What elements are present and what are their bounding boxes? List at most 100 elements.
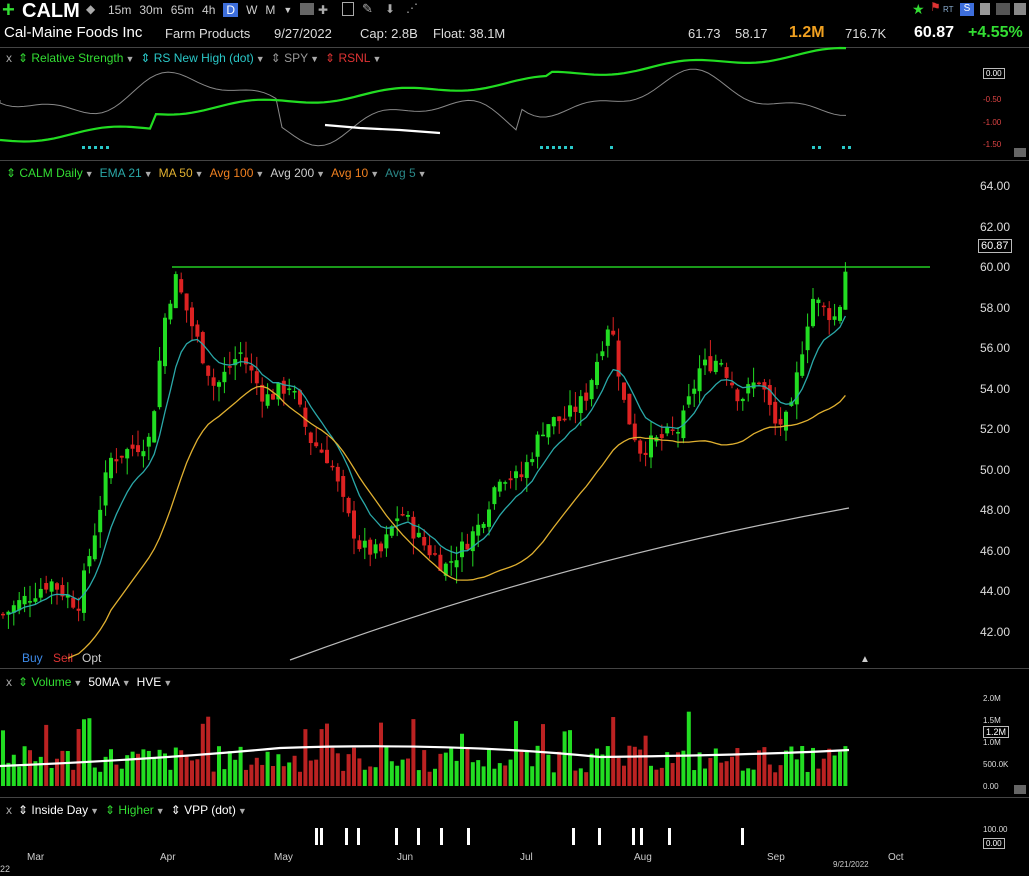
candle-body xyxy=(713,360,718,373)
volume-bar xyxy=(832,755,837,786)
rs-current-box: 0.00 xyxy=(983,68,1005,79)
sell-button[interactable]: Sell xyxy=(53,651,74,665)
volume-bar xyxy=(622,765,626,786)
legend-50ma[interactable]: 50MA ▼ xyxy=(88,675,131,689)
volume-bar xyxy=(357,758,362,786)
volume-bar xyxy=(65,751,70,786)
legend-calm-daily[interactable]: ⇕ CALM Daily ▼ xyxy=(6,166,94,180)
volume-bar xyxy=(119,768,124,786)
tf-monthly[interactable]: M xyxy=(265,3,276,17)
tool-icon-1[interactable] xyxy=(300,3,314,15)
timeframe-dropdown-icon[interactable]: ▼ xyxy=(283,5,293,15)
copy-icon[interactable] xyxy=(980,3,990,15)
candle-body xyxy=(551,417,556,427)
legend-inside-day[interactable]: ⇕ Inside Day ▼ xyxy=(18,803,100,817)
legend-avg100[interactable]: Avg 100 ▼ xyxy=(209,166,265,180)
candle-body xyxy=(49,581,54,592)
chart-type-icon[interactable]: ◆ xyxy=(86,2,96,16)
candle-body xyxy=(373,544,378,554)
candle-body xyxy=(427,545,432,556)
candle-body xyxy=(87,556,92,567)
candle-body xyxy=(638,440,643,454)
buy-button[interactable]: Buy xyxy=(22,651,43,665)
maximize-icon[interactable] xyxy=(1014,3,1026,15)
crosshair-icon[interactable]: ✚ xyxy=(318,3,329,17)
volume-tick: 2.0M xyxy=(983,694,1001,703)
candle-body xyxy=(578,396,583,414)
pattern-close-icon[interactable]: x xyxy=(6,803,12,817)
volume-bar xyxy=(190,760,194,786)
rs-close-icon[interactable]: x xyxy=(6,51,12,65)
volume-bar xyxy=(805,771,810,786)
month-label: Jul xyxy=(520,852,533,863)
symbol-title[interactable]: CALM xyxy=(22,0,80,22)
volume-today: 1.2M xyxy=(789,24,825,41)
candle-body xyxy=(454,560,459,568)
volume-bar xyxy=(670,763,675,786)
candle-body xyxy=(233,359,238,366)
candle-body xyxy=(168,303,173,320)
legend-volume[interactable]: ⇕ Volume ▼ xyxy=(18,675,83,689)
rs-legend-relative-strength[interactable]: ⇕ Relative Strength ▼ xyxy=(18,51,135,65)
tf-30m[interactable]: 30m xyxy=(139,3,163,17)
rs-new-high-dot xyxy=(552,146,555,149)
rs-legend-spy[interactable]: ⇕ SPY ▼ xyxy=(270,51,320,65)
legend-ema21[interactable]: EMA 21 ▼ xyxy=(99,166,153,180)
rs-white-segment xyxy=(324,123,441,135)
candle-body xyxy=(308,432,313,444)
candle-body xyxy=(1,613,5,616)
settings-icon[interactable]: S xyxy=(960,3,974,16)
calculator-icon[interactable] xyxy=(342,2,354,16)
volume-bar xyxy=(611,717,616,786)
export-icon[interactable]: ⬇ xyxy=(385,2,396,16)
options-button[interactable]: Opt xyxy=(82,651,102,665)
candle-body xyxy=(433,553,437,555)
volume-close-icon[interactable]: x xyxy=(6,675,12,689)
legend-vpp[interactable]: ⇕ VPP (dot) ▼ xyxy=(170,803,247,817)
tf-4h[interactable]: 4h xyxy=(202,3,216,17)
month-label: Aug xyxy=(634,852,652,863)
candle-body xyxy=(557,416,562,422)
scroll-up-icon[interactable]: ▲ xyxy=(860,654,870,665)
candle-body xyxy=(751,382,756,389)
candle-body xyxy=(281,380,286,394)
share-icon[interactable]: ⋰ xyxy=(406,1,418,15)
candle-body xyxy=(616,340,621,377)
tf-65m[interactable]: 65m xyxy=(170,3,195,17)
add-symbol-icon[interactable]: + xyxy=(2,0,15,22)
price-tick: 60.00 xyxy=(980,260,1011,274)
volume-bar xyxy=(109,749,113,786)
legend-higher[interactable]: ⇕ Higher ▼ xyxy=(105,803,165,817)
candle-body xyxy=(341,476,346,497)
candle-body xyxy=(217,382,221,387)
candle-body xyxy=(244,357,248,365)
star-icon[interactable]: ★ xyxy=(912,1,925,17)
rs-legend-rsnl[interactable]: ⇕ RSNL ▼ xyxy=(325,51,382,65)
alert-icon[interactable]: ⚑ xyxy=(930,0,941,14)
volume-bar xyxy=(681,750,686,786)
tf-15m[interactable]: 15m xyxy=(108,3,132,17)
legend-ma50[interactable]: MA 50 ▼ xyxy=(158,166,204,180)
inside-day-marker xyxy=(632,828,635,845)
tf-daily[interactable]: D xyxy=(223,3,239,17)
volume-bar xyxy=(271,766,275,786)
legend-avg200[interactable]: Avg 200 ▼ xyxy=(270,166,326,180)
candle-body xyxy=(28,601,32,603)
tf-weekly[interactable]: W xyxy=(246,3,258,17)
volume-collapse-icon[interactable] xyxy=(1014,785,1026,794)
candle-body xyxy=(76,608,81,611)
volume-current-box: 1.2M xyxy=(983,726,1010,738)
volume-bar xyxy=(843,746,848,786)
rs-legend-new-high[interactable]: ⇕ RS New High (dot) ▼ xyxy=(140,51,265,65)
rs-collapse-icon[interactable] xyxy=(1014,148,1026,157)
volume-bar xyxy=(827,748,832,786)
legend-avg5[interactable]: Avg 5 ▼ xyxy=(385,166,427,180)
legend-hve[interactable]: HVE ▼ xyxy=(136,675,173,689)
rs-current-value: 0.00 xyxy=(983,68,1005,79)
pencil-icon[interactable]: ✎ xyxy=(362,1,373,16)
candle-body xyxy=(605,329,610,346)
layout-icon[interactable] xyxy=(996,3,1010,15)
volume-bar xyxy=(384,746,389,786)
legend-avg10[interactable]: Avg 10 ▼ xyxy=(331,166,380,180)
